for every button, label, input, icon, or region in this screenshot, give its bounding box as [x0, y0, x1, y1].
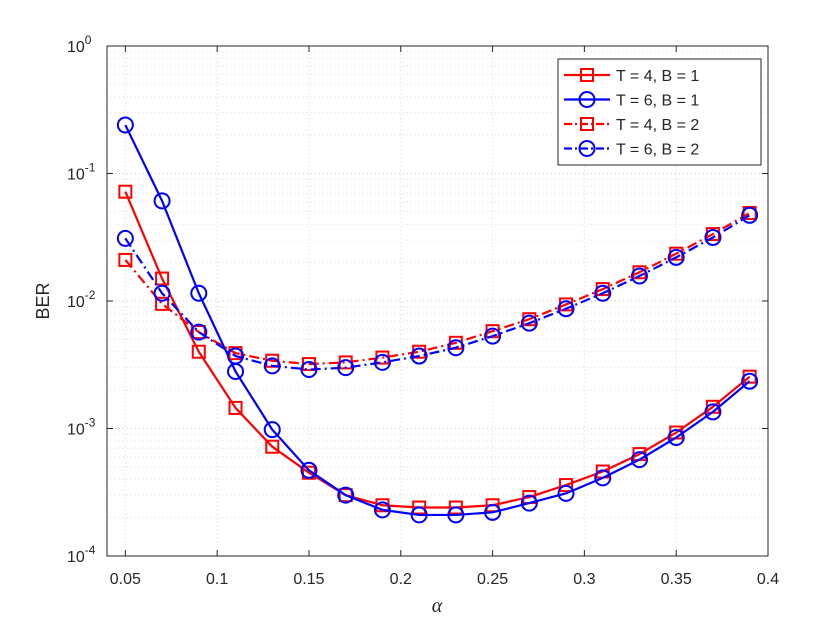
data-series	[116, 116, 759, 524]
legend-box	[557, 58, 762, 166]
x-tick-label: 0.3	[573, 571, 595, 588]
data-point	[594, 469, 612, 487]
y-tick-label-exponent: -2	[85, 288, 96, 302]
y-tick-label-exponent: -4	[85, 543, 96, 557]
legend-entry-label: T = 6, B = 2	[616, 142, 699, 159]
x-tick-label: 0.05	[110, 571, 141, 588]
data-point	[447, 506, 465, 524]
data-point	[410, 347, 428, 365]
data-point	[630, 451, 648, 469]
data-point	[667, 248, 685, 266]
y-tick-label: 10-3	[67, 416, 96, 439]
y-tick-label: 10-2	[67, 288, 96, 311]
y-tick-label-base: 10	[67, 294, 85, 311]
legend-marker	[580, 68, 594, 82]
legend-entry-label: T = 6, B = 1	[616, 93, 699, 110]
legend-marker	[578, 91, 596, 108]
y-tick-label-base: 10	[67, 167, 85, 184]
data-point	[191, 344, 206, 359]
y-tick-label: 10-1	[67, 161, 96, 184]
data-point	[337, 359, 355, 377]
data-point	[557, 300, 575, 318]
data-point	[410, 506, 428, 524]
data-point	[228, 400, 243, 415]
data-point	[190, 284, 208, 302]
data-point	[155, 296, 170, 311]
data-point	[300, 461, 318, 479]
y-tick-label: 100	[67, 33, 92, 56]
y-tick-label-base: 10	[67, 422, 85, 439]
data-point	[412, 500, 427, 515]
data-point	[116, 229, 134, 247]
y-tick-label-exponent: 0	[85, 33, 92, 47]
series-4	[116, 206, 759, 379]
data-point	[484, 503, 502, 521]
y-tick-label-base: 10	[67, 39, 85, 56]
x-tick-label: 0.1	[206, 571, 228, 588]
data-point	[116, 116, 134, 134]
data-point	[227, 347, 245, 365]
data-point	[265, 439, 280, 454]
data-point	[263, 357, 281, 375]
legend: T = 4, B = 1 T = 6, B = 1 T = 4, B = 2 T = …	[557, 58, 762, 166]
x-tick-label: 0.25	[477, 571, 508, 588]
data-point	[741, 206, 759, 224]
legend-entry-label: T = 4, B = 2	[616, 117, 699, 134]
data-point	[155, 271, 170, 286]
data-point	[153, 284, 171, 302]
data-point	[667, 428, 685, 446]
data-point	[373, 353, 391, 371]
data-point	[118, 184, 133, 199]
data-point	[741, 372, 759, 390]
data-point	[630, 267, 648, 285]
y-tick-label-base: 10	[67, 549, 85, 566]
data-point	[191, 325, 206, 340]
x-tick-label: 0.4	[757, 571, 779, 588]
legend-entry-label: T = 4, B = 1	[616, 68, 699, 85]
data-point	[557, 484, 575, 502]
data-point	[153, 192, 171, 210]
data-point	[520, 494, 538, 512]
legend-marker	[578, 140, 596, 157]
y-axis-label: BER	[33, 282, 53, 319]
y-tick-label-exponent: -1	[85, 161, 96, 175]
data-point	[594, 284, 612, 302]
data-point	[190, 323, 208, 341]
data-point	[263, 421, 281, 439]
x-tick-label: 0.2	[390, 571, 412, 588]
data-point	[559, 478, 574, 493]
data-point	[118, 252, 133, 267]
data-point	[300, 361, 318, 379]
data-point	[704, 228, 722, 246]
x-tick-label: 0.15	[293, 571, 324, 588]
data-point	[520, 314, 538, 332]
data-point	[447, 339, 465, 357]
legend-marker	[580, 117, 594, 131]
x-tick-label: 0.35	[661, 571, 692, 588]
data-point	[373, 501, 391, 519]
data-point	[448, 500, 463, 515]
data-point	[484, 327, 502, 345]
x-axis-label: α	[432, 595, 443, 617]
data-point	[337, 486, 355, 504]
series-line	[124, 214, 751, 371]
data-point	[338, 488, 353, 503]
y-tick-label: 10-4	[67, 543, 96, 566]
data-point	[704, 403, 722, 421]
y-tick-label-exponent: -3	[85, 416, 96, 430]
axis-ticks: 0.05 0.1 0.15 0.2 0.25 0.3 0.35 0.410-410-310-2…	[67, 33, 779, 588]
